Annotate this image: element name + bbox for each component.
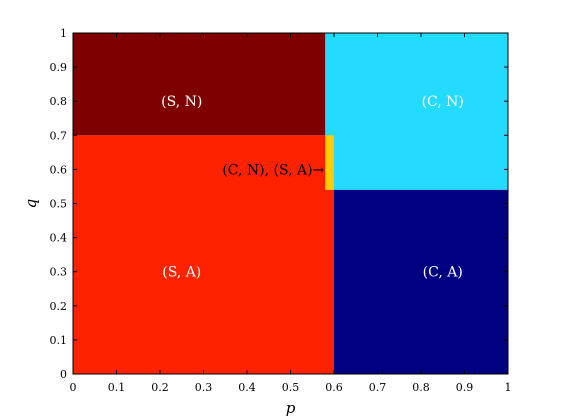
regions-layer xyxy=(73,33,508,374)
region-label-2: (C, N) xyxy=(422,94,464,110)
y-tick-label-4: 0.4 xyxy=(50,232,68,245)
x-tick-label-5: 0.5 xyxy=(282,381,300,394)
y-tick-label-7: 0.7 xyxy=(50,129,68,142)
y-tick-label-0: 0 xyxy=(60,368,67,381)
y-axis-title: q xyxy=(22,199,40,209)
labels-layer: (S, A) (S, N) (C, N) (C, A) xyxy=(161,94,464,281)
x-tick-label-4: 0.4 xyxy=(238,381,256,394)
x-tick-label-0: 0 xyxy=(70,381,77,394)
x-tick-label-1: 0.1 xyxy=(108,381,126,394)
x-tick-label-3: 0.3 xyxy=(195,381,213,394)
x-tick-label-6: 0.6 xyxy=(325,381,343,394)
y-tick-label-1: 0.1 xyxy=(50,334,68,347)
annotation-label: (C, N), (S, A)→ xyxy=(222,162,324,178)
y-tick-label-8: 0.8 xyxy=(50,95,68,108)
x-tick-label-9: 0.9 xyxy=(456,381,474,394)
x-tick-label-8: 0.8 xyxy=(412,381,430,394)
region-label-3: (C, A) xyxy=(423,265,463,281)
y-tick-label-2: 0.2 xyxy=(50,300,68,313)
y-tick-label-5: 0.5 xyxy=(50,198,68,211)
y-tick-label-9: 0.9 xyxy=(50,61,68,74)
x-tick-label-10: 1 xyxy=(505,381,512,394)
x-tick-label-7: 0.7 xyxy=(369,381,387,394)
x-tick-label-2: 0.2 xyxy=(151,381,169,394)
x-axis-title: p xyxy=(286,399,296,417)
region-3 xyxy=(334,189,508,374)
region-label-1: (S, N) xyxy=(161,94,202,110)
region-1 xyxy=(73,33,326,136)
y-tick-label-10: 1 xyxy=(60,27,67,40)
region-2 xyxy=(325,33,508,190)
y-tick-label-3: 0.3 xyxy=(50,266,68,279)
region-0 xyxy=(73,135,334,374)
region-label-0: (S, A) xyxy=(162,265,201,281)
region-4 xyxy=(325,135,334,190)
y-tick-label-6: 0.6 xyxy=(50,163,68,176)
ticks-layer: 0 0.1 0.2 0.3 0.4 0.5 0.6 0.7 0.8 0.9 1 0 0.1 0.2 0.3 0… xyxy=(50,27,512,394)
